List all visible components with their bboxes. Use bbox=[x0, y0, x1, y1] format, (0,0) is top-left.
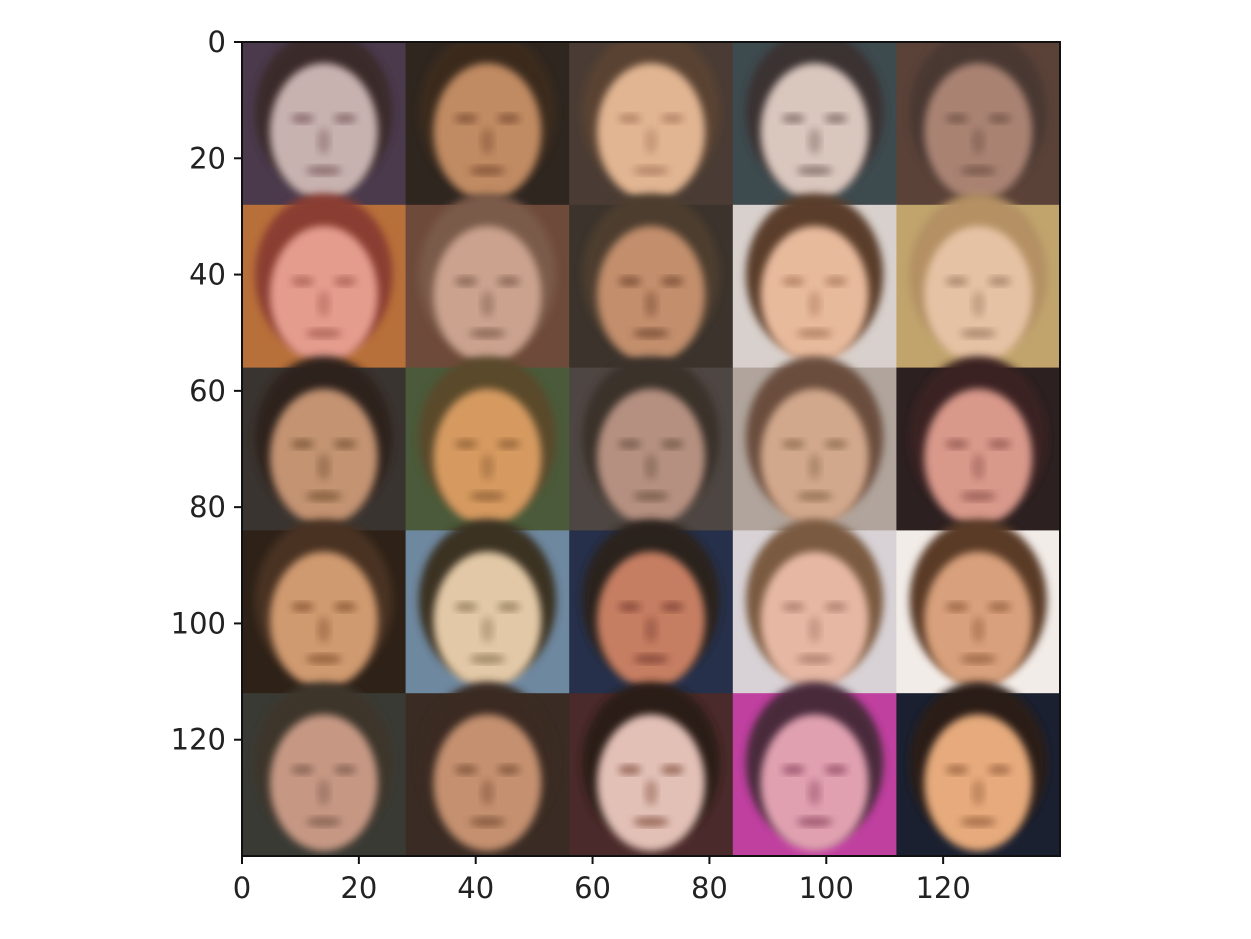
axes-frame bbox=[241, 41, 1061, 857]
face-tile bbox=[242, 193, 407, 369]
x-tick-label: 60 bbox=[574, 871, 611, 905]
face-tile bbox=[896, 42, 1060, 206]
face-tile bbox=[732, 681, 897, 856]
face-tile bbox=[405, 356, 570, 531]
y-tick-label: 80 bbox=[189, 490, 226, 524]
face-tile bbox=[732, 356, 897, 531]
y-tick-label: 120 bbox=[171, 723, 226, 757]
x-axis: 0 20 40 60 80 100 120 bbox=[233, 856, 971, 905]
face-tile bbox=[242, 42, 407, 206]
face-tile bbox=[732, 519, 897, 694]
face-tile bbox=[569, 193, 734, 369]
face-tile bbox=[896, 193, 1060, 369]
face-tile bbox=[896, 681, 1060, 856]
face-tile bbox=[242, 681, 407, 856]
face-tile bbox=[569, 42, 734, 206]
y-tick-label: 100 bbox=[171, 606, 226, 640]
face-tile bbox=[569, 519, 734, 694]
face-tile bbox=[732, 42, 897, 206]
face-tile bbox=[405, 42, 570, 206]
face-tile bbox=[242, 519, 407, 694]
face-tile bbox=[405, 681, 570, 856]
face-tile bbox=[405, 193, 570, 369]
face-tile bbox=[896, 356, 1060, 531]
face-tile bbox=[242, 356, 407, 531]
x-tick-label: 20 bbox=[340, 871, 377, 905]
y-tick-label: 40 bbox=[189, 258, 226, 292]
x-tick-label: 80 bbox=[691, 871, 728, 905]
face-tile bbox=[732, 193, 897, 369]
y-axis: 0 20 40 60 80 100 120 bbox=[171, 25, 242, 757]
x-tick-label: 40 bbox=[457, 871, 494, 905]
face-tile bbox=[896, 519, 1060, 694]
face-tile bbox=[405, 519, 570, 694]
x-tick-label: 0 bbox=[233, 871, 251, 905]
x-tick-label: 100 bbox=[799, 871, 854, 905]
face-tile bbox=[569, 356, 734, 531]
y-tick-label: 20 bbox=[189, 141, 226, 175]
x-tick-label: 120 bbox=[915, 871, 970, 905]
face-grid-image bbox=[242, 42, 1060, 856]
face-tile bbox=[569, 681, 734, 856]
y-tick-label: 60 bbox=[189, 374, 226, 408]
y-tick-label: 0 bbox=[208, 25, 226, 59]
